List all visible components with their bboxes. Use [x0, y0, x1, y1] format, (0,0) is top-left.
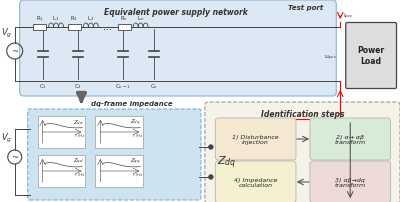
FancyBboxPatch shape — [28, 109, 201, 200]
Text: f /Hz: f /Hz — [75, 172, 84, 176]
Text: R$_2$: R$_2$ — [70, 15, 78, 23]
Text: Z$_{qd}$: Z$_{qd}$ — [72, 156, 84, 166]
Text: L$_1$: L$_1$ — [52, 14, 60, 23]
FancyBboxPatch shape — [205, 102, 400, 202]
FancyBboxPatch shape — [310, 118, 390, 160]
Text: L$_2$: L$_2$ — [87, 14, 94, 23]
FancyBboxPatch shape — [310, 161, 390, 202]
Text: i$_{pcc}$: i$_{pcc}$ — [343, 12, 354, 22]
Text: Z$_{dq}$: Z$_{dq}$ — [217, 154, 236, 170]
Text: R$_1$: R$_1$ — [36, 15, 44, 23]
Text: Identification steps: Identification steps — [261, 109, 344, 118]
FancyBboxPatch shape — [20, 1, 336, 97]
Text: 2) α→ αβ
transform: 2) α→ αβ transform — [335, 134, 366, 145]
FancyBboxPatch shape — [215, 118, 296, 160]
Text: dq-frame impedance: dq-frame impedance — [91, 101, 173, 106]
Bar — [118, 25, 131, 31]
FancyBboxPatch shape — [215, 161, 296, 202]
Text: ...: ... — [103, 22, 112, 32]
Text: Z$_{qq}$: Z$_{qq}$ — [130, 156, 141, 166]
Text: 1) Disturbance
injection: 1) Disturbance injection — [232, 134, 279, 145]
Text: Equivalent power supply network: Equivalent power supply network — [104, 8, 248, 17]
Text: ~: ~ — [11, 47, 18, 56]
Bar — [38, 155, 86, 187]
Text: 4) Impedance
calculation: 4) Impedance calculation — [234, 177, 277, 187]
Text: V$_g$: V$_g$ — [1, 26, 12, 39]
Text: Power
Load: Power Load — [358, 46, 385, 65]
Text: C$_n$: C$_n$ — [150, 82, 158, 90]
Text: C$_{n-1}$: C$_{n-1}$ — [115, 82, 130, 90]
Text: C$_2$: C$_2$ — [74, 82, 82, 90]
Bar — [95, 116, 143, 148]
Circle shape — [209, 175, 213, 179]
Text: Z$_{dq}$: Z$_{dq}$ — [130, 117, 141, 128]
Bar — [38, 116, 86, 148]
Text: ~: ~ — [11, 153, 18, 162]
Text: R$_n$: R$_n$ — [120, 15, 128, 23]
Text: L$_n$: L$_n$ — [137, 14, 144, 23]
Circle shape — [209, 145, 213, 149]
Text: f /Hz: f /Hz — [75, 133, 84, 137]
Text: 3) αβ→dq
transform: 3) αβ→dq transform — [335, 177, 366, 187]
Text: Test port: Test port — [288, 5, 323, 11]
Bar — [68, 25, 81, 31]
Bar — [33, 25, 46, 31]
Text: Z$_{dd}$: Z$_{dd}$ — [72, 117, 84, 126]
Text: V$_g$: V$_g$ — [1, 131, 12, 144]
Text: f /Hz: f /Hz — [133, 172, 142, 176]
FancyBboxPatch shape — [346, 23, 396, 89]
Text: f /Hz: f /Hz — [133, 133, 142, 137]
Text: u$_{pcc}$: u$_{pcc}$ — [324, 53, 337, 62]
Text: C$_1$: C$_1$ — [39, 82, 47, 90]
Bar — [95, 155, 143, 187]
